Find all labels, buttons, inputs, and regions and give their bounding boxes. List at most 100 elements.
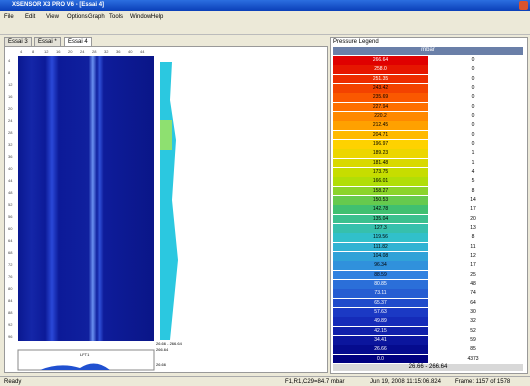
- ruler-left-label: 20: [8, 106, 13, 111]
- legend-value: 243.42: [372, 85, 389, 91]
- legend-swatch: 220.2: [333, 112, 428, 121]
- legend-value: 0.0: [377, 355, 384, 362]
- ruler-left-label: 16: [8, 94, 13, 99]
- sensor-label: LFT1: [80, 352, 90, 357]
- legend-count: 48: [470, 281, 476, 287]
- legend-swatch: 158.27: [333, 186, 428, 196]
- ruler-left-label: 76: [8, 274, 13, 279]
- legend-value: 204.71: [372, 131, 389, 138]
- legend-swatch: 57.63: [333, 308, 428, 317]
- legend-count: 11: [470, 243, 476, 250]
- legend-value: 212.45: [372, 122, 389, 129]
- ruler-left-label: 44: [8, 178, 13, 183]
- legend-value: 266.64: [372, 57, 389, 63]
- legend-value: 135.04: [372, 215, 389, 222]
- ruler-top-label: 16: [56, 49, 61, 54]
- legend-value: 166.01: [372, 178, 389, 185]
- legend-count: 0: [471, 131, 475, 138]
- ruler-left-label: 40: [8, 166, 13, 171]
- legend-value: 65.37: [374, 299, 387, 306]
- menu-item[interactable]: View: [46, 14, 59, 20]
- ruler-top-label: 8: [32, 49, 35, 54]
- legend-swatch: 189.23: [333, 149, 428, 159]
- legend-swatch: 227.94: [333, 102, 428, 112]
- legend-count: 4373: [467, 355, 479, 362]
- ruler-left-label: 64: [8, 238, 13, 243]
- legend-count: 0: [471, 75, 475, 82]
- legend-value: 127.3: [374, 225, 387, 231]
- legend-count: 5: [471, 178, 475, 185]
- legend-swatch: 80.85: [333, 280, 428, 289]
- menu-item[interactable]: File: [4, 14, 14, 20]
- legend-value: 88.59: [374, 271, 387, 278]
- ruler-left-label: 8: [8, 70, 11, 75]
- ruler-top-label: 4: [20, 49, 23, 54]
- ruler-left-label: 92: [8, 322, 13, 327]
- status-ready: Ready: [4, 379, 22, 385]
- status-cell: F1,R1,C29=84.7 mbar: [285, 379, 345, 385]
- legend-value: 220.2: [374, 113, 387, 119]
- legend-swatch: 127.3: [333, 224, 428, 233]
- menu-item[interactable]: Help: [151, 14, 164, 20]
- legend-value: 49.89: [374, 318, 387, 325]
- ruler-top-label: 32: [104, 49, 109, 54]
- legend-unit: mbar: [421, 47, 435, 53]
- legend-value: 34.41: [374, 337, 387, 343]
- legend-count: 74: [470, 290, 476, 297]
- legend-value: 104.08: [372, 253, 389, 259]
- ruler-top-label: 20: [68, 49, 73, 54]
- legend-value: 235.69: [372, 94, 389, 101]
- legend-value: 111.82: [373, 243, 388, 250]
- side-highlight: [160, 120, 172, 150]
- close-button[interactable]: [519, 1, 528, 10]
- legend-value: 227.94: [372, 103, 389, 110]
- ruler-left-label: 48: [8, 190, 13, 195]
- legend-count: 85: [470, 346, 476, 353]
- side-min: 26.66: [156, 362, 167, 367]
- toolbar: [0, 23, 530, 35]
- legend-count: 13: [470, 225, 476, 231]
- legend-count: 8: [471, 187, 475, 194]
- legend-count: 12: [470, 253, 476, 259]
- ruler-top-label: 24: [80, 49, 85, 54]
- legend-swatch: 150.53: [333, 196, 428, 205]
- menu-item[interactable]: Edit: [25, 14, 36, 20]
- ruler-top-label: 40: [128, 49, 133, 54]
- legend-value: 80.85: [374, 281, 387, 287]
- ruler-top-label: 28: [92, 49, 97, 54]
- legend-swatch: 42.15: [333, 326, 428, 336]
- ruler-left-label: 56: [8, 214, 13, 219]
- legend-count: 14: [470, 197, 476, 203]
- window-title: XSENSOR X3 PRO V6 - [Essai 4]: [12, 2, 105, 8]
- menu-item[interactable]: Graph: [88, 14, 105, 20]
- legend-count: 17: [470, 262, 476, 269]
- legend-count: 0: [471, 66, 475, 73]
- menu-item[interactable]: Window: [130, 14, 152, 20]
- legend-swatch: 49.89: [333, 317, 428, 327]
- legend-swatch: 166.01: [333, 177, 428, 187]
- legend-swatch: 0.0: [333, 354, 428, 364]
- menu-item[interactable]: Options: [67, 14, 88, 20]
- legend-swatch: 266.64: [333, 56, 428, 65]
- legend-value: 196.97: [372, 141, 389, 147]
- legend-count: 52: [470, 327, 476, 334]
- status-frame: Frame: 1157 of 1578: [455, 379, 511, 385]
- ruler-left-label: 24: [8, 118, 13, 123]
- legend-count: 64: [470, 299, 476, 306]
- legend-count: 4: [471, 169, 475, 175]
- legend-count: 0: [471, 113, 475, 119]
- bottom-trace-fill: [40, 363, 110, 370]
- legend-value: 57.63: [374, 309, 387, 315]
- menu-item[interactable]: Tools: [109, 14, 124, 20]
- legend-swatch: 258.0: [333, 65, 428, 75]
- legend-value: 181.48: [372, 159, 389, 166]
- title-bar: XSENSOR X3 PRO V6 - [Essai 4]: [0, 0, 530, 11]
- legend-swatch: 251.35: [333, 74, 428, 84]
- legend-swatch: 142.78: [333, 205, 428, 215]
- legend-count: 1: [471, 150, 475, 157]
- ruler-left-label: 84: [8, 298, 13, 303]
- ruler-left-label: 80: [8, 286, 13, 291]
- legend-swatch: 65.37: [333, 298, 428, 308]
- legend-swatch: 26.66: [333, 345, 428, 355]
